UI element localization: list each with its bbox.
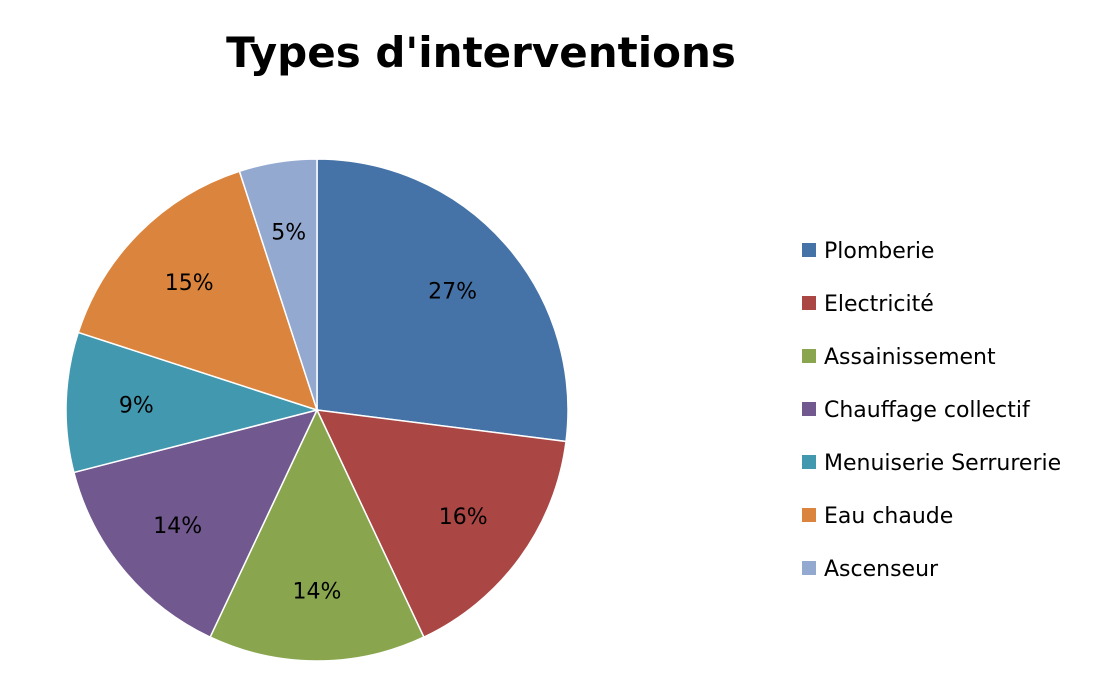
pie-data-labels: 27% 16% 14% 14% 9% 15% 5% (119, 221, 488, 605)
legend-swatch-1 (802, 243, 816, 257)
legend-label-1: Plomberie (824, 239, 934, 264)
chart-title: Types d'interventions (226, 28, 736, 77)
legend-label-3: Assainissement (824, 345, 996, 370)
legend: Plomberie Electricité Assainissement Chauff… (802, 239, 1061, 582)
data-label-1: 27% (428, 279, 477, 304)
legend-swatch-7 (802, 561, 816, 575)
legend-label-6: Eau chaude (824, 504, 953, 529)
legend-label-7: Ascenseur (824, 557, 939, 582)
legend-label-2: Electricité (824, 292, 934, 317)
data-label-6: 15% (165, 271, 214, 296)
pie-slice-4 (72, 408, 319, 639)
pie-slices (65, 158, 569, 662)
pie-slice-1 (316, 158, 569, 443)
data-label-4: 14% (153, 514, 202, 539)
pie-slice-7 (238, 158, 318, 411)
pie-slice-2 (315, 409, 567, 639)
legend-label-4: Chauffage collectif (824, 398, 1031, 423)
data-label-5: 9% (119, 393, 154, 418)
data-label-3: 14% (293, 580, 342, 605)
legend-swatch-5 (802, 455, 816, 469)
data-label-7: 5% (271, 221, 306, 246)
data-label-2: 16% (439, 505, 488, 530)
legend-swatch-2 (802, 296, 816, 310)
legend-swatch-3 (802, 349, 816, 363)
pie-slice-6 (77, 170, 319, 412)
legend-swatch-6 (802, 508, 816, 522)
legend-label-5: Menuiserie Serrurerie (824, 451, 1061, 476)
legend-swatch-4 (802, 402, 816, 416)
pie-slice-3 (209, 408, 425, 662)
pie-slice-5 (65, 331, 320, 474)
